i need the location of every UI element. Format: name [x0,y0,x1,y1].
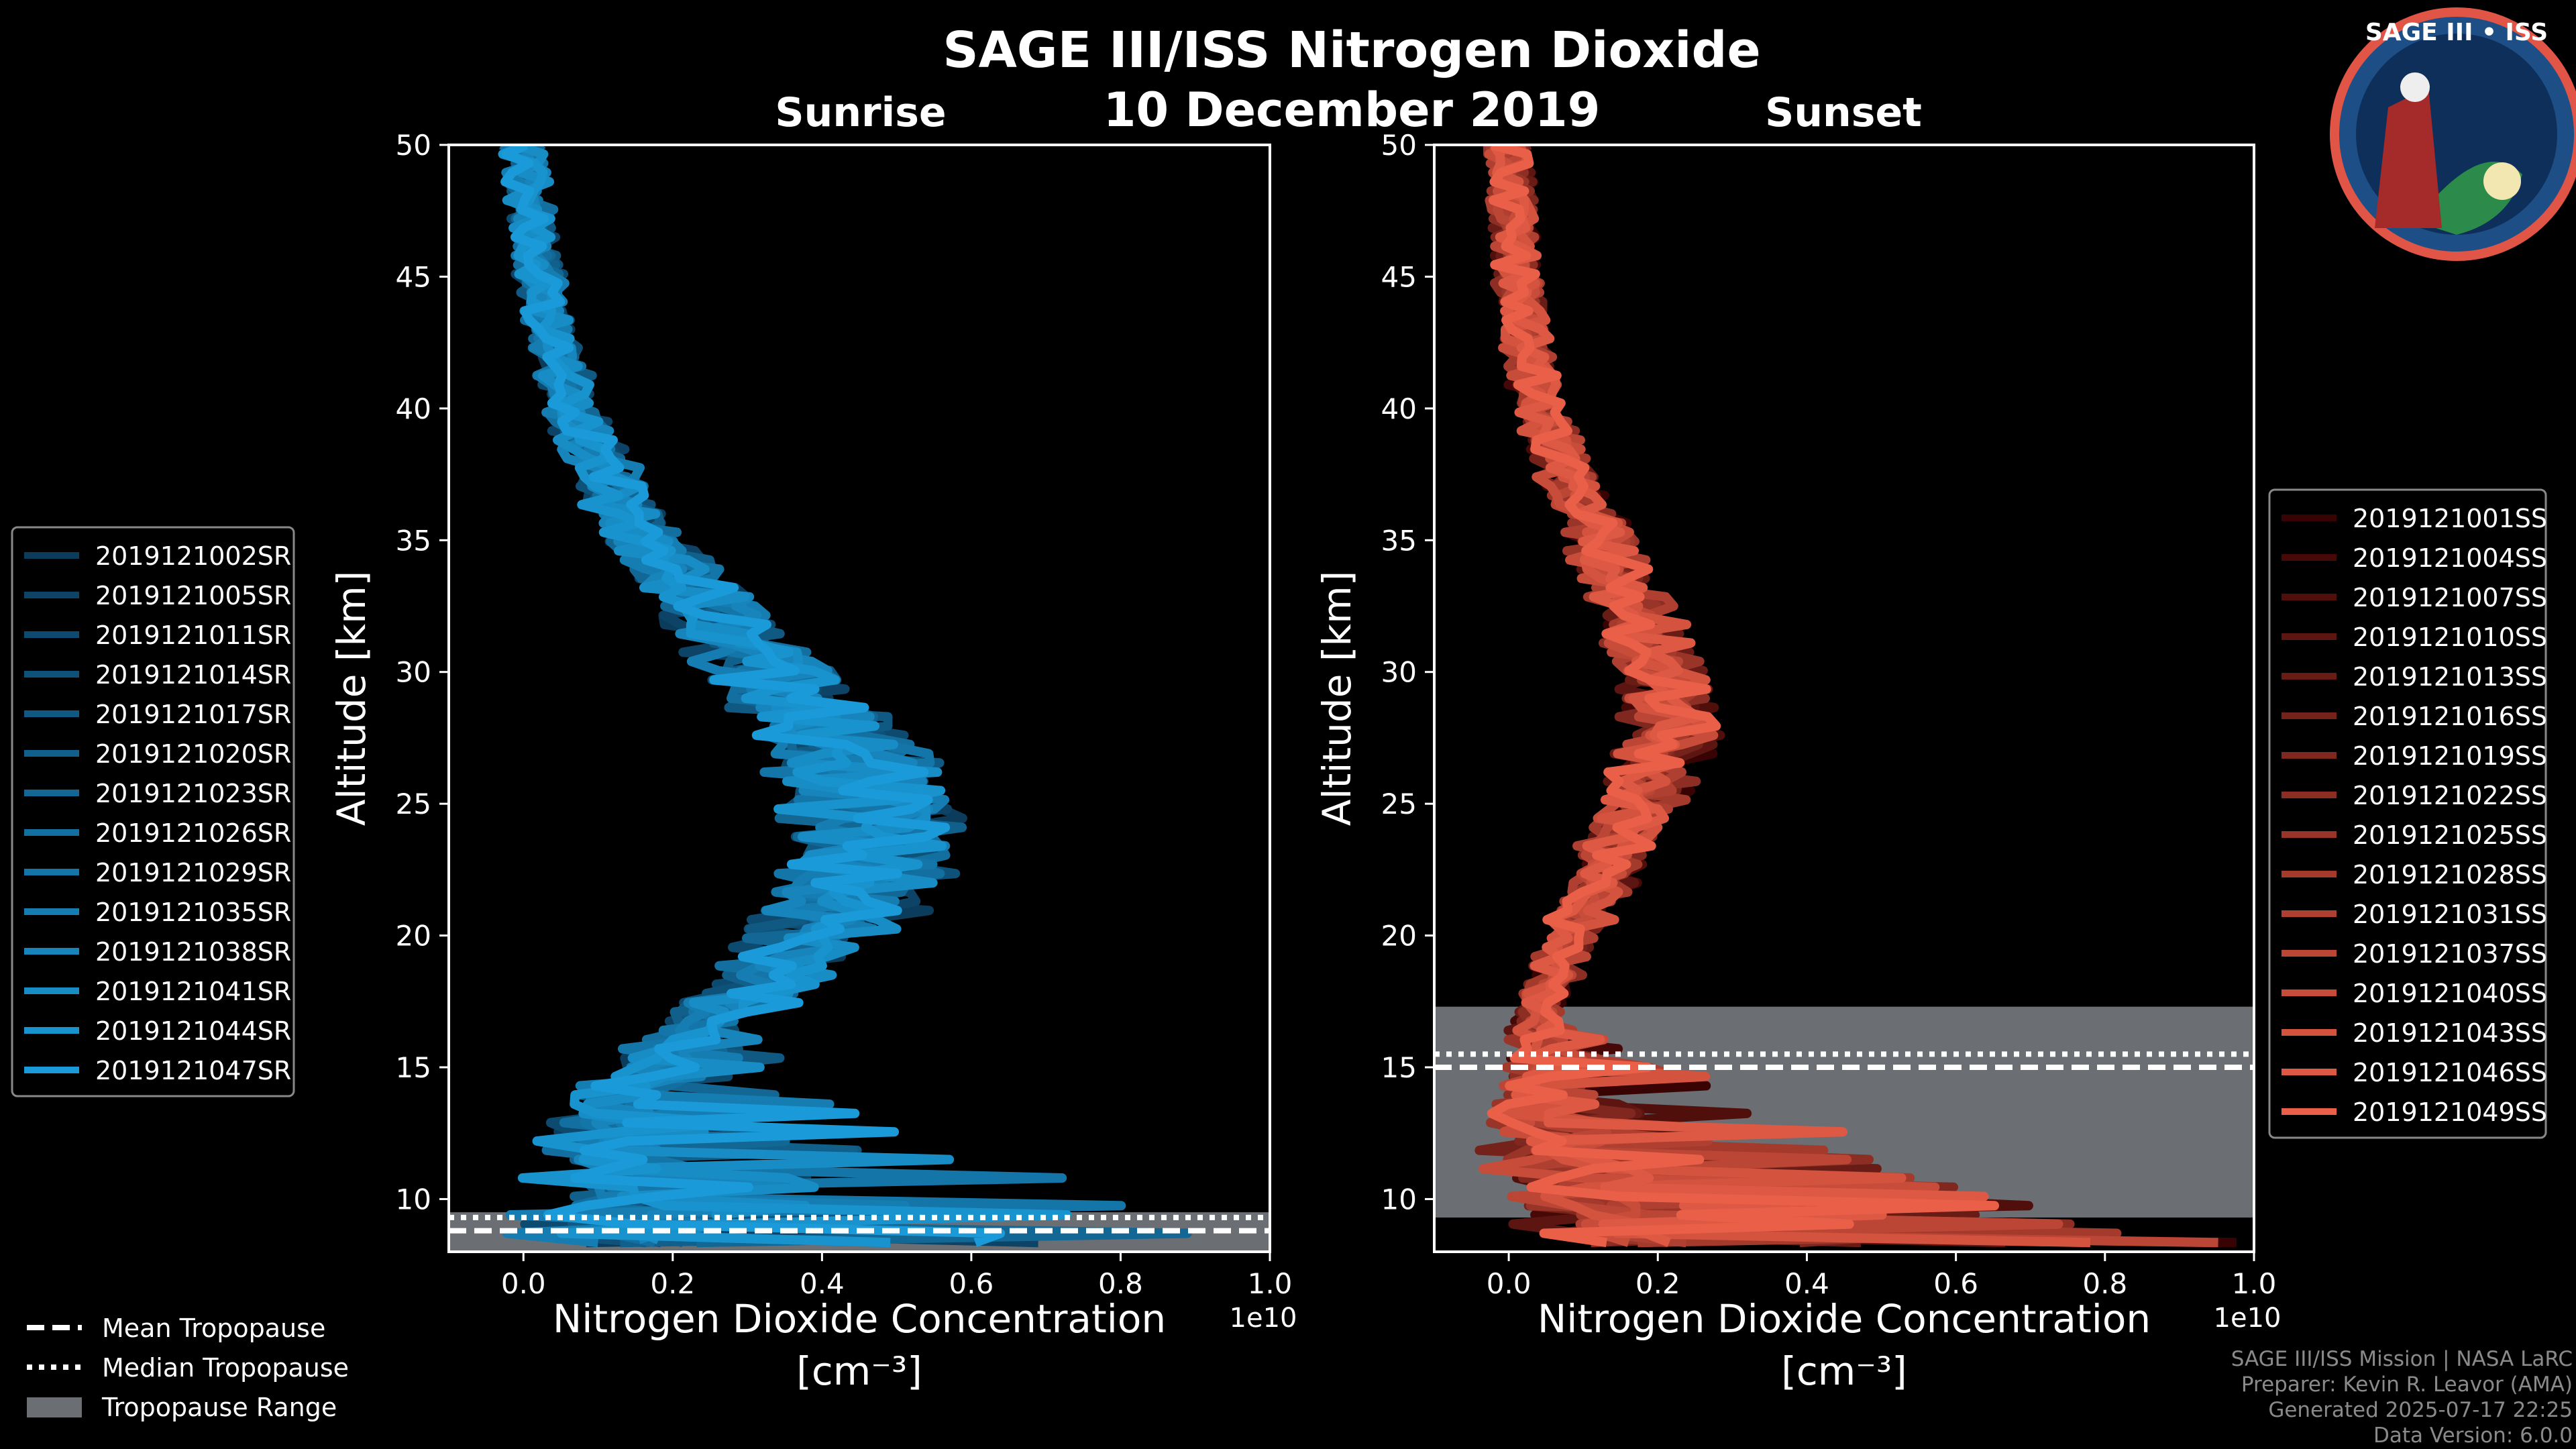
y-tick-label: 20 [1381,920,1417,953]
x-tick-label: 0.4 [800,1267,845,1300]
plot-area [1434,145,2254,1248]
legend-label: 2019121041SR [95,977,291,1006]
legend-frame [2268,488,2547,1139]
x-tick-label: 1.0 [2232,1267,2277,1300]
y-tick-label: 50 [1381,129,1417,162]
footer: SAGE III/ISS Mission | NASA LaRC Prepare… [2231,1347,2573,1448]
footer-line: Generated 2025-07-17 22:25 [2268,1398,2573,1422]
sunset-axes: 0.0 0.2 0.4 0.6 0.8 1.0 10 15 20 25 30 35 40 45 50 1e10… [1314,129,2547,1394]
y-tick-label: 15 [1381,1051,1417,1084]
series-legend: 2019121001SS 2019121004SS 2019121007SS 2019… [2268,488,2547,1139]
figure-title: SAGE III/ISS Nitrogen Dioxide [943,21,1760,79]
x-tick-label: 0.6 [949,1267,994,1300]
sage-iss-logo: SAGE III • ISS [2330,7,2576,261]
legend-label: 2019121016SS [2353,702,2547,731]
x-tick-label: 0.8 [1098,1267,1143,1300]
y-tick-label: 40 [1381,392,1417,425]
legend-label: 2019121025SS [2353,820,2547,850]
legend-label: 2019121002SR [95,541,291,571]
panel-title-sunset: Sunset [1765,89,1922,136]
y-axis-label: Altitude [km] [329,571,374,826]
y-tick-label: 10 [1381,1183,1417,1216]
legend-label: 2019121001SS [2353,504,2547,533]
x-tick-label: 0.8 [2082,1267,2127,1300]
x-axis-unit: [cm⁻³] [796,1348,922,1394]
x-scale-label: 1e10 [1230,1303,1297,1334]
legend-label: 2019121007SS [2353,583,2547,612]
legend-label: 2019121044SR [95,1016,291,1046]
x-scale-label: 1e10 [2214,1303,2282,1334]
axes-frame [447,144,1271,1253]
y-tick-label: 40 [396,392,431,425]
x-axis-label: Nitrogen Dioxide Concentration [1538,1296,2151,1342]
legend-label: 2019121019SS [2353,741,2547,771]
legend-frame [11,526,295,1097]
footer-line: Preparer: Kevin R. Leavor (AMA) [2241,1373,2573,1397]
legend-label: 2019121023SR [95,779,291,808]
legend-label: 2019121038SR [95,937,291,967]
x-tick-label: 0.4 [1784,1267,1829,1300]
y-tick-label: 25 [1381,788,1417,820]
y-tick-label: 30 [396,656,431,689]
y-tick-label: 35 [396,524,431,557]
x-axis-unit: [cm⁻³] [1781,1348,1907,1394]
series-line-2019121023SR [502,145,1192,1248]
y-tick-label: 45 [1381,260,1417,293]
series-line-2019121011SR [501,145,934,1248]
sunrise-axes: 0.0 0.2 0.4 0.6 0.8 1.0 10 15 20 25 30 35 40 45 50 1e10… [11,129,1297,1394]
legend-label: 2019121043SS [2353,1018,2547,1048]
series-line-2019121047SR [500,145,1006,1247]
date-label: 10 December 2019 [1104,83,1601,138]
legend-label: 2019121013SS [2353,662,2547,692]
legend-label: 2019121020SR [95,739,291,769]
y-tick-label: 15 [396,1051,431,1084]
tropopause-range-label: Tropopause Range [101,1393,337,1422]
axes-frame [1433,144,2255,1253]
legend-label: 2019121026SR [95,818,291,848]
legend-label: 2019121046SS [2353,1058,2547,1087]
legend-label: 2019121014SR [95,660,291,690]
legend-label: 2019121005SR [95,581,291,610]
x-axis-label: Nitrogen Dioxide Concentration [553,1296,1166,1342]
y-tick-label: 35 [1381,524,1417,557]
x-tick-label: 0.2 [1635,1267,1680,1300]
legend-label: 2019121035SR [95,898,291,927]
legend-label: 2019121010SS [2353,623,2547,652]
y-tick-label: 10 [396,1183,431,1216]
legend-label: 2019121049SS [2353,1097,2547,1127]
footer-line: Data Version: 6.0.0 [2373,1424,2573,1448]
x-tick-label: 0.6 [1933,1267,1978,1300]
footer-line: SAGE III/ISS Mission | NASA LaRC [2231,1347,2573,1371]
y-tick-label: 45 [396,260,431,293]
series-legend: 2019121002SR 2019121005SR 2019121011SR 2019… [11,526,295,1097]
mean-tropopause-label: Mean Tropopause [102,1313,325,1343]
legend-label: 2019121040SS [2353,979,2547,1008]
legend-label: 2019121031SS [2353,900,2547,929]
legend-label: 2019121022SS [2353,781,2547,810]
legend-label: 2019121004SS [2353,543,2547,573]
y-tick-label: 50 [396,129,431,162]
legend-label: 2019121047SR [95,1056,291,1085]
panel-title-sunrise: Sunrise [775,89,946,136]
plot-area [449,145,1270,1252]
x-tick-label: 0.0 [1487,1267,1532,1300]
x-tick-label: 0.0 [501,1267,546,1300]
y-tick-label: 20 [396,920,431,953]
median-tropopause-label: Median Tropopause [102,1353,349,1383]
series-line-2019121049SS [1487,145,2000,1248]
y-tick-label: 25 [396,788,431,820]
legend-label: 2019121028SS [2353,860,2547,890]
legend-label: 2019121017SR [95,700,291,729]
y-tick-label: 30 [1381,656,1417,689]
legend-label: 2019121029SR [95,858,291,888]
x-tick-label: 0.2 [650,1267,695,1300]
legend-label: 2019121037SS [2353,939,2547,969]
x-tick-label: 1.0 [1248,1267,1293,1300]
logo-text: SAGE III • ISS [2365,19,2548,46]
legend-label: 2019121011SR [95,621,291,650]
tropopause-legend: Mean Tropopause Median Tropopause Tropop… [27,1313,349,1422]
y-axis-label: Altitude [km] [1314,571,1360,826]
